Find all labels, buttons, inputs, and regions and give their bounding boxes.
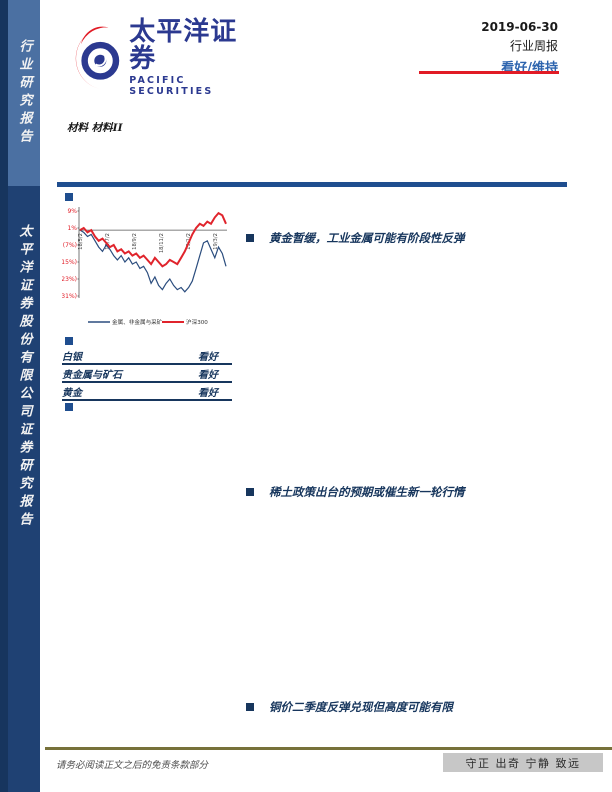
highlight-item: 铜价二季度反弹兑现但高度可能有限 (246, 700, 576, 715)
svg-text:1%: 1% (67, 225, 77, 232)
table-row: 黄金 看好 (62, 383, 232, 401)
svg-text:19/3/2: 19/3/2 (213, 233, 219, 250)
highlight-item: 稀土政策出台的预期或催生新一轮行情 (246, 485, 576, 500)
report-type: 行业周报 (509, 39, 558, 53)
report-meta: 2019-06-30 行业周报 看好/维持 (481, 20, 558, 76)
highlight-text: 稀土政策出台的预期或催生新一轮行情 (269, 485, 465, 499)
sub-industry-rating: 看好 (198, 369, 218, 381)
sub-industry-ratings-table: 白银 看好 贵金属与矿石 看好 黄金 看好 (62, 347, 232, 401)
svg-text:沪深300: 沪深300 (186, 318, 208, 326)
highlight-text: 黄金暂缓，工业金属可能有阶段性反弹 (269, 231, 465, 245)
footer-motto: 守正 出奇 宁静 致远 (443, 753, 603, 772)
company-logo: 太平洋证券 PACIFIC SECURITIES (66, 12, 264, 104)
bullet-square-icon (246, 234, 254, 242)
rating-underline (419, 71, 559, 74)
pacific-securities-logo-icon (75, 26, 120, 90)
sidebar-section-report-type: 行业研究报告 (8, 0, 40, 186)
highlight-item: 黄金暂缓，工业金属可能有阶段性反弹 (246, 231, 576, 246)
svg-text:18/11/2: 18/11/2 (159, 233, 165, 253)
svg-text:(31%): (31%) (62, 293, 77, 300)
relative-performance-chart: 9% 1% (7%) (15%) (23%) (31%) 18/5/2 18/7/2 18/9/… (59, 201, 232, 337)
table-row: 白银 看好 (62, 347, 232, 365)
table-row: 贵金属与矿石 看好 (62, 365, 232, 383)
logo-english-name: PACIFIC SECURITIES (129, 75, 214, 98)
sub-industry-name: 贵金属与矿石 (62, 369, 122, 381)
section-bullet-icon (65, 193, 73, 201)
sub-industry-name: 黄金 (62, 387, 82, 399)
footer-divider-line (45, 747, 612, 750)
svg-text:(7%): (7%) (63, 242, 77, 249)
bullet-square-icon (246, 703, 254, 711)
sidebar-section-company: 太平洋证券股份有限公司证券研究报告 (8, 186, 40, 792)
industry-category: 材料 材料II (67, 122, 123, 134)
report-date: 2019-06-30 (481, 20, 558, 34)
section-bullet-icon (65, 403, 73, 411)
svg-text:9%: 9% (67, 208, 77, 215)
bullet-square-icon (246, 488, 254, 496)
sub-industry-name: 白银 (62, 351, 82, 363)
sidebar-bottom-label: 太平洋证券股份有限公司证券研究报告 (16, 224, 32, 530)
sub-industry-rating: 看好 (198, 387, 218, 399)
svg-text:(23%): (23%) (62, 276, 77, 283)
svg-text:(15%): (15%) (62, 259, 77, 266)
sub-industry-rating: 看好 (198, 351, 218, 363)
section-divider-bar (57, 182, 567, 187)
sidebar-top-label: 行业研究报告 (16, 39, 32, 147)
svg-text:金属、非金属与采矿: 金属、非金属与采矿 (112, 318, 163, 326)
svg-text:18/5/2: 18/5/2 (78, 233, 84, 250)
svg-text:18/7/2: 18/7/2 (105, 233, 111, 250)
table-bullet-icon (65, 337, 73, 345)
svg-text:18/9/2: 18/9/2 (132, 233, 138, 250)
sidebar-accent-strip (0, 0, 8, 792)
logo-chinese-name: 太平洋证券 (129, 16, 238, 74)
highlight-text: 铜价二季度反弹兑现但高度可能有限 (269, 700, 453, 714)
footer-disclaimer: 请务必阅读正文之后的免责条款部分 (56, 760, 209, 771)
